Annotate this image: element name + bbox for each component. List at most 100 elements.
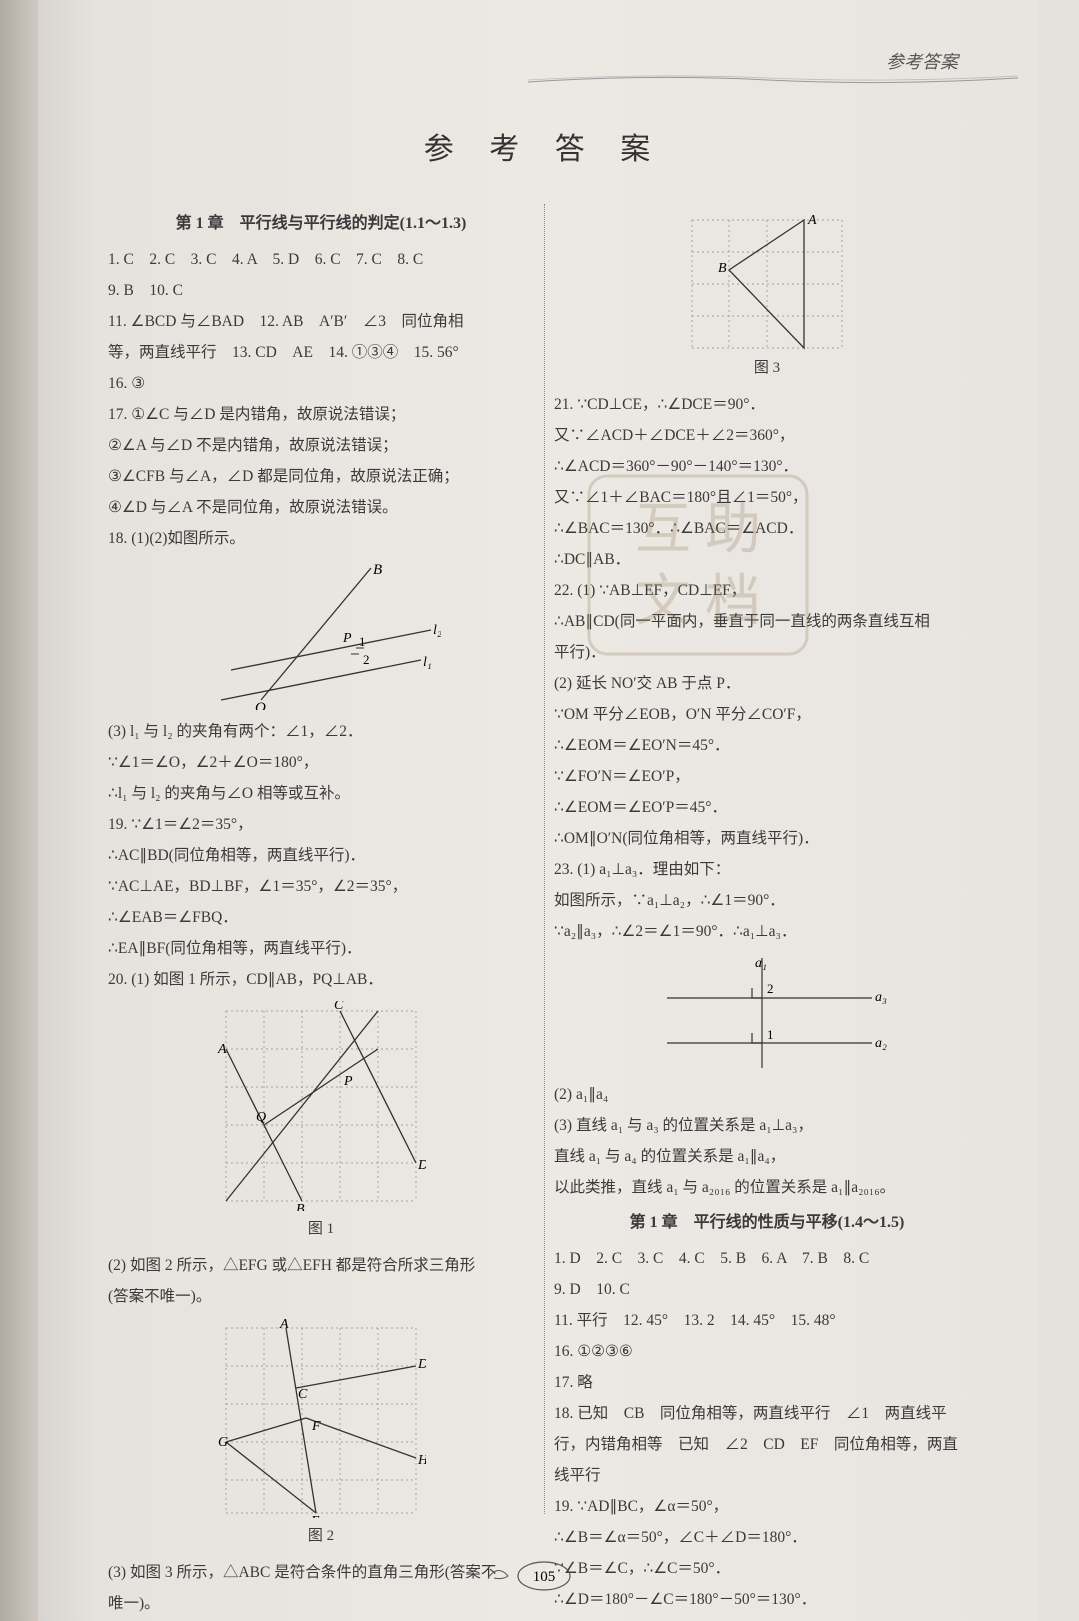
header-swoosh [528, 74, 1018, 84]
answer-line: 行，内错角相等 已知 ∠2 CD EF 同位角相等，两直 [554, 1429, 980, 1460]
label-B: B [718, 261, 727, 276]
figure-20-2: A C D E F G H 图 2 [108, 1318, 534, 1551]
answer-line: 20. (1) 如图 1 所示，CD∥AB，PQ⊥AB． [108, 964, 534, 995]
label-F: F [311, 1419, 321, 1434]
answer-line: ∴∠BAC＝130°．∴∠BAC＝∠ACD． [554, 513, 980, 544]
answer-line: 18. 已知 CB 同位角相等，两直线平行 ∠1 两直线平 [554, 1398, 980, 1429]
label-a1: 1 [359, 634, 366, 649]
label-a2: 2 [363, 652, 370, 667]
answer-line: (3) 如图 3 所示，△ABC 是符合条件的直角三角形(答案不 [108, 1557, 534, 1588]
figure-20-3: A B C 图 3 [554, 210, 980, 383]
right-column: A B C 图 3 21. ∵CD⊥CE，∴∠DCE＝90°． 又∵∠ACD＋∠… [544, 204, 990, 1544]
figure-23-svg: a₁ a₃ a₂ 2 1 [647, 953, 887, 1073]
label-D: D [417, 1158, 426, 1173]
label-a2: a₂ [875, 1036, 887, 1051]
answer-line: ∴∠EAB＝∠FBQ． [108, 902, 534, 933]
answer-line: 如图所示，∵a₁⊥a₂，∴∠1＝90°． [554, 885, 980, 916]
answer-line: 又∵∠1＋∠BAC＝180°且∠1＝50°， [554, 482, 980, 513]
answer-line: (2) 延长 NO′交 AB 于点 P． [554, 668, 980, 699]
answer-line: ④∠D 与∠A 不是同位角，故原说法错误。 [108, 492, 534, 523]
label-Q: Q [256, 1110, 266, 1125]
answer-line: (答案不唯一)。 [108, 1281, 534, 1312]
answer-line: 16. ①②③⑥ [554, 1336, 980, 1367]
answer-line: 22. (1) ∵AB⊥EF，CD⊥EF， [554, 575, 980, 606]
answer-line: ∵OM 平分∠EOB，O′N 平分∠CO′F， [554, 699, 980, 730]
answer-line: 1. C 2. C 3. C 4. A 5. D 6. C 7. C 8. C [108, 244, 534, 275]
label-A: A [807, 213, 817, 228]
column-divider [544, 204, 545, 1514]
content-columns: 第 1 章 平行线与平行线的判定(1.1～1.3) 1. C 2. C 3. C… [98, 204, 990, 1544]
figure-18-svg: B O P l₂ l₁ 1 2 [201, 560, 441, 710]
label-G: G [218, 1435, 228, 1450]
page-title: 参 考 答 案 [98, 124, 990, 168]
answer-line: 11. 平行 12. 45° 13. 2 14. 45° 15. 48° [554, 1305, 980, 1336]
answer-line: 1. D 2. C 3. C 4. C 5. B 6. A 7. B 8. C [554, 1243, 980, 1274]
label-H: H [417, 1453, 426, 1468]
answer-line: 9. D 10. C [554, 1274, 980, 1305]
label-D: D [417, 1357, 426, 1372]
left-column: 第 1 章 平行线与平行线的判定(1.1～1.3) 1. C 2. C 3. C… [98, 204, 544, 1544]
answer-line: ∴DC∥AB． [554, 544, 980, 575]
label-O: O [255, 700, 266, 710]
page: 参考答案 参 考 答 案 第 1 章 平行线与平行线的判定(1.1～1.3) 1… [38, 0, 1038, 1621]
label-P: P [342, 631, 352, 646]
answer-line: (2) a₁∥a₄ [554, 1079, 980, 1110]
answer-line: 23. (1) a₁⊥a₃．理由如下： [554, 854, 980, 885]
answer-line: ②∠A 与∠D 不是内错角，故原说法错误； [108, 430, 534, 461]
label-a1: a₁ [755, 956, 767, 971]
figure-caption: 图 1 [308, 1214, 334, 1244]
answer-line: 17. ①∠C 与∠D 是内错角，故原说法错误； [108, 399, 534, 430]
section-2-title: 第 1 章 平行线的性质与平移(1.4～1.5) [554, 1207, 980, 1239]
answer-line: 18. (1)(2)如图所示。 [108, 523, 534, 554]
answer-line: (3) 直线 a₁ 与 a₃ 的位置关系是 a₁⊥a₃， [554, 1110, 980, 1141]
label-a3: a₃ [875, 990, 887, 1005]
answer-line: ∴∠EOM＝∠EO′N＝45°． [554, 730, 980, 761]
figure-caption: 图 3 [754, 353, 780, 383]
label-C: C [298, 1387, 308, 1402]
answer-line: 以此类推，直线 a₁ 与 a₂₀₁₆ 的位置关系是 a₁∥a₂₀₁₆。 [554, 1172, 980, 1203]
answer-line: 唯一)。 [108, 1588, 534, 1619]
answer-line: 线平行 [554, 1460, 980, 1491]
answer-line: 9. B 10. C [108, 275, 534, 306]
answer-line: ③∠CFB 与∠A，∠D 都是同位角，故原说法正确； [108, 461, 534, 492]
answer-line: 19. ∵AD∥BC，∠α＝50°， [554, 1491, 980, 1522]
answer-line: ∴AB∥CD(同一平面内，垂直于同一直线的两条直线互相 [554, 606, 980, 637]
label-ang2: 2 [767, 981, 774, 996]
answer-line: ∵AC⊥AE，BD⊥BF，∠1＝35°，∠2＝35°， [108, 871, 534, 902]
label-B: B [296, 1202, 305, 1211]
label-l2: l₂ [433, 623, 441, 638]
answer-line: (3) l₁ 与 l₂ 的夹角有两个：∠1，∠2． [108, 716, 534, 747]
label-E: E [310, 1514, 320, 1518]
answer-line: (2) 如图 2 所示，△EFG 或△EFH 都是符合所求三角形 [108, 1250, 534, 1281]
label-ang1: 1 [767, 1027, 774, 1042]
label-B: B [373, 562, 382, 578]
answer-line: 11. ∠BCD 与∠BAD 12. AB A′B′ ∠3 同位角相 [108, 306, 534, 337]
figure-20-1-svg: A B C D P Q [216, 1001, 426, 1211]
answer-line: 17. 略 [554, 1367, 980, 1398]
answer-line: 16. ③ [108, 368, 534, 399]
answer-line: 又∵∠ACD＋∠DCE＋∠2＝360°， [554, 420, 980, 451]
answer-line: ∵a₂∥a₃，∴∠2＝∠1＝90°．∴a₁⊥a₃． [554, 916, 980, 947]
answer-line: 平行)． [554, 637, 980, 668]
figure-18: B O P l₂ l₁ 1 2 [108, 560, 534, 710]
answer-line: ∵∠FO′N＝∠EO′P， [554, 761, 980, 792]
label-l1: l₁ [423, 655, 432, 670]
answer-line: 19. ∵∠1＝∠2＝35°， [108, 809, 534, 840]
answer-line: ∵∠1＝∠O，∠2＋∠O＝180°， [108, 747, 534, 778]
figure-20-1: A B C D P Q 图 1 [108, 1001, 534, 1244]
figure-20-2-svg: A C D E F G H [216, 1318, 426, 1518]
page-footer: 105 [478, 1554, 598, 1599]
answer-line: ∴∠D＝180°－∠C＝180°－50°＝130°． [554, 1584, 980, 1615]
answer-line: ∴∠B＝∠α＝50°，∠C＋∠D＝180°． [554, 1522, 980, 1553]
label-C: C [334, 1001, 344, 1013]
answer-line: ∴OM∥O′N(同位角相等，两直线平行)． [554, 823, 980, 854]
figure-23: a₁ a₃ a₂ 2 1 [554, 953, 980, 1073]
book-spine [0, 0, 38, 1621]
answer-line: ∵∠B＝∠C，∴∠C＝50°． [554, 1553, 980, 1584]
page-number: 105 [533, 1569, 556, 1585]
answer-line: 等，两直线平行 13. CD AE 14. ①③④ 15. 56° [108, 337, 534, 368]
label-A: A [217, 1042, 227, 1057]
running-header: 参考答案 [886, 48, 958, 74]
answer-line: ∴AC∥BD(同位角相等，两直线平行)． [108, 840, 534, 871]
answer-line: 直线 a₁ 与 a₄ 的位置关系是 a₁∥a₄， [554, 1141, 980, 1172]
